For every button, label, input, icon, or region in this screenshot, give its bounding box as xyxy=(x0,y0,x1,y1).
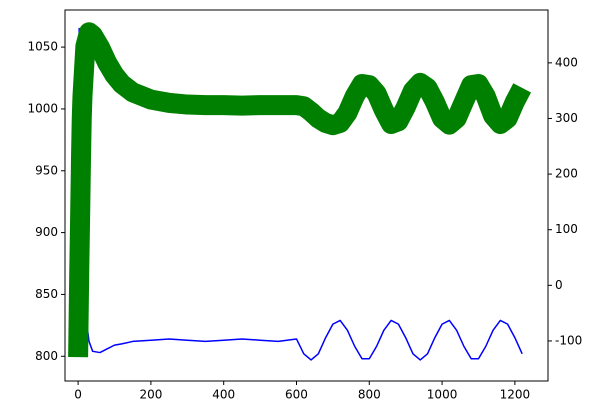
plot-frame xyxy=(64,9,549,382)
y-tick-label: 1000 xyxy=(27,101,58,115)
y-tick-label: 900 xyxy=(35,225,58,239)
x-tick-label: 600 xyxy=(285,388,308,402)
y2-tick-label: 100 xyxy=(555,222,578,236)
y2-tick-label: -100 xyxy=(555,333,582,347)
x-tick-label: 400 xyxy=(212,388,235,402)
x-tick-label: 200 xyxy=(139,388,162,402)
y2-tick-label: 300 xyxy=(555,111,578,125)
y-tick-label: 950 xyxy=(35,163,58,177)
y2-tick-label: 0 xyxy=(555,278,563,292)
series-line xyxy=(77,27,523,361)
y-tick-label: 800 xyxy=(35,349,58,363)
x-tick-label: 800 xyxy=(358,388,381,402)
x-tick-label: 1000 xyxy=(427,388,458,402)
y-tick-label: 1050 xyxy=(27,40,58,54)
y2-tick-label: 400 xyxy=(555,55,578,69)
y-tick-label: 850 xyxy=(35,287,58,301)
x-tick-label: 1200 xyxy=(500,388,531,402)
y2-tick-label: 200 xyxy=(555,167,578,181)
series-line xyxy=(68,22,532,358)
x-tick-label: 0 xyxy=(74,388,82,402)
